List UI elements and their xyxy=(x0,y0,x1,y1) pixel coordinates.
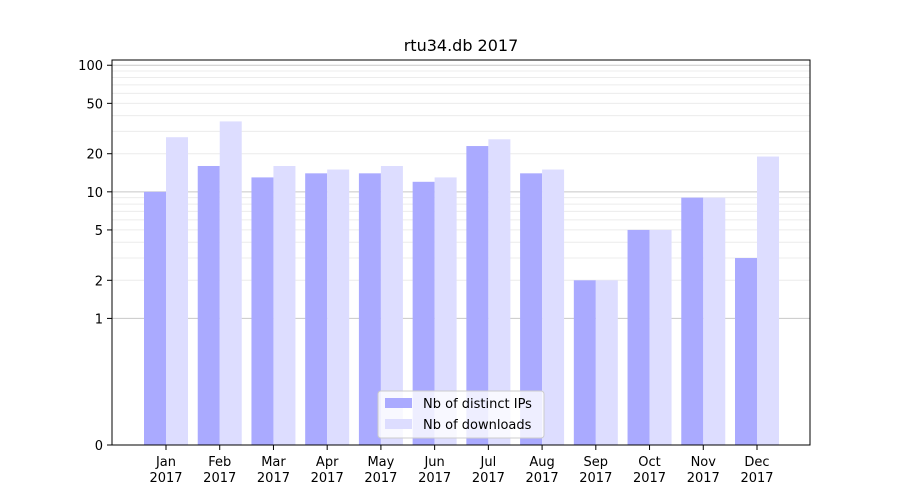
legend-swatch xyxy=(385,419,412,429)
x-tick-label-month: Jun xyxy=(423,455,444,470)
legend-swatch xyxy=(385,398,412,408)
bar-downloads-oct xyxy=(649,229,672,445)
x-tick-label-month: Jul xyxy=(480,455,497,470)
bar-downloads-apr xyxy=(327,169,350,445)
bar-downloads-jun xyxy=(434,177,457,446)
bar-downloads-dec xyxy=(757,156,779,446)
y-tick-label: 100 xyxy=(78,59,103,74)
plot-frame xyxy=(111,59,811,446)
bar-downloads-jan xyxy=(166,137,188,446)
bar-downloads-jul xyxy=(488,139,511,445)
y-tick-label: 0 xyxy=(95,439,103,454)
bar-distinct-ips-jul xyxy=(466,146,489,445)
x-tick-label-year: 2017 xyxy=(526,471,559,486)
bar-downloads-may xyxy=(380,165,403,446)
x-tick-label-month: Jan xyxy=(155,455,176,470)
legend-label: Nb of downloads xyxy=(423,418,532,433)
y-tick-label: 5 xyxy=(95,224,103,239)
x-tick-label-month: Oct xyxy=(638,455,660,470)
x-tick-label-month: Feb xyxy=(208,455,231,470)
x-tick-label-month: Aug xyxy=(529,455,554,470)
x-tick-label-month: Sep xyxy=(584,455,609,470)
x-tick-label-year: 2017 xyxy=(740,471,773,486)
legend-label: Nb of distinct IPs xyxy=(423,397,532,412)
x-tick-label-year: 2017 xyxy=(257,471,290,486)
x-tick-label-month: May xyxy=(367,455,394,470)
bar-distinct-ips-feb xyxy=(197,165,220,446)
x-tick-label-year: 2017 xyxy=(633,471,666,486)
bar-distinct-ips-mar xyxy=(251,177,274,446)
x-tick-label-month: Apr xyxy=(316,455,339,470)
bar-distinct-ips-jan xyxy=(144,191,166,445)
bar-distinct-ips-sep xyxy=(573,280,596,445)
x-tick-label-year: 2017 xyxy=(687,471,720,486)
bar-distinct-ips-nov xyxy=(681,197,704,445)
x-tick-label-year: 2017 xyxy=(149,471,182,486)
bar-downloads-sep xyxy=(595,280,618,445)
x-tick-label-year: 2017 xyxy=(311,471,344,486)
x-axis: Jan2017Feb2017Mar2017Apr2017May2017Jun20… xyxy=(149,445,774,486)
y-tick-label: 2 xyxy=(95,274,103,289)
bar-distinct-ips-jun xyxy=(412,181,435,445)
bar-distinct-ips-aug xyxy=(520,173,543,445)
y-axis: 0 1 2 5 10 20 50 100 xyxy=(78,59,112,454)
x-tick-label-month: Mar xyxy=(261,455,286,470)
bars xyxy=(144,121,779,446)
bar-distinct-ips-apr xyxy=(305,173,328,445)
x-tick-label-year: 2017 xyxy=(472,471,505,486)
chart-title: rtu34.db 2017 xyxy=(404,36,519,55)
legend-box xyxy=(377,390,545,439)
y-tick-label: 10 xyxy=(86,186,103,201)
x-tick-label-year: 2017 xyxy=(364,471,397,486)
x-tick-label-month: Dec xyxy=(744,455,769,470)
bar-downloads-feb xyxy=(219,121,242,445)
y-tick-label: 1 xyxy=(95,312,103,327)
bar-downloads-mar xyxy=(273,165,296,446)
legend: Nb of distinct IPs Nb of downloads xyxy=(377,390,545,439)
bar-downloads-aug xyxy=(542,169,565,445)
y-tick-label: 20 xyxy=(86,148,103,163)
x-tick-label-month: Nov xyxy=(691,455,717,470)
bar-distinct-ips-may xyxy=(358,173,381,445)
bar-distinct-ips-dec xyxy=(735,258,757,445)
x-tick-label-year: 2017 xyxy=(418,471,451,486)
bar-downloads-nov xyxy=(703,197,726,445)
bar-distinct-ips-oct xyxy=(627,229,650,445)
y-tick-label: 50 xyxy=(86,97,103,112)
x-tick-label-year: 2017 xyxy=(203,471,236,486)
x-tick-label-year: 2017 xyxy=(579,471,612,486)
